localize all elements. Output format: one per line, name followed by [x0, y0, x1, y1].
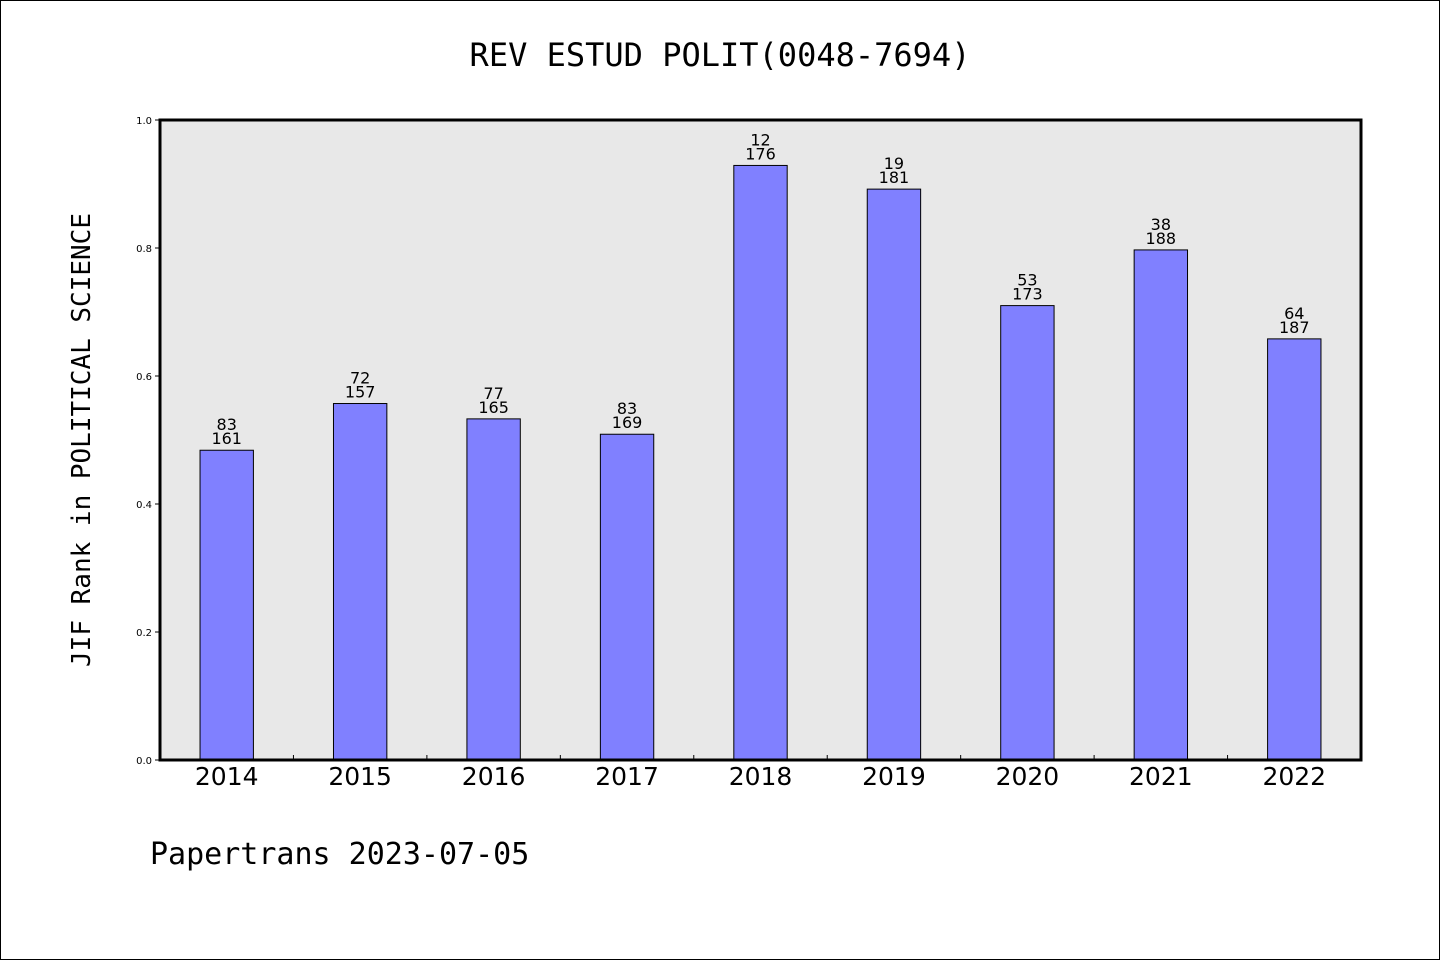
y-axis-label: JIF Rank in POLITICAL SCIENCE — [67, 213, 97, 667]
bar-2019 — [866, 188, 922, 761]
bar-rank-label-2015: 72 — [350, 369, 370, 388]
x-tick-label-2020: 2020 — [996, 762, 1060, 791]
bar-2017 — [599, 433, 655, 761]
bar-2014 — [199, 449, 254, 761]
bar-total-label-2019: 181 — [879, 168, 910, 187]
bar-2015 — [332, 403, 388, 761]
bar-2021 — [1133, 249, 1189, 761]
x-tick-label-2019: 2019 — [862, 762, 926, 791]
x-tick-label-2021: 2021 — [1129, 762, 1193, 791]
y-tick-label-3: 0.6 — [136, 372, 152, 383]
bar-rank-label-2018: 12 — [750, 130, 770, 149]
x-tick-label-2018: 2018 — [729, 762, 793, 791]
bar-total-label-2014: 161 — [211, 429, 242, 448]
bar-total-label-2022: 187 — [1279, 318, 1310, 337]
y-tick-label-1: 0.2 — [136, 628, 152, 639]
bar-rank-label-2021: 38 — [1151, 215, 1171, 234]
x-tick-label-2014: 2014 — [195, 762, 259, 791]
bar-rank-label-2014: 83 — [217, 415, 237, 434]
bar-total-label-2015: 157 — [345, 383, 376, 402]
x-tick-label-2015: 2015 — [328, 762, 392, 791]
y-tick-label-4: 0.8 — [136, 244, 152, 255]
bar-2016 — [466, 418, 521, 761]
bar-rank-label-2019: 19 — [884, 154, 904, 173]
bar-2020 — [1000, 305, 1055, 761]
footer-text: Papertrans 2023-07-05 — [150, 837, 529, 872]
bar-rank-label-2022: 64 — [1284, 304, 1304, 323]
y-tick-label-2: 0.4 — [136, 500, 152, 511]
bar-rank-label-2020: 53 — [1017, 271, 1037, 290]
x-tick-label-2017: 2017 — [595, 762, 659, 791]
bar-total-label-2016: 165 — [478, 398, 509, 417]
bar-total-label-2018: 176 — [745, 144, 776, 163]
bar-2018 — [733, 164, 788, 761]
plot-border — [158, 118, 1363, 762]
bar-total-label-2020: 173 — [1012, 285, 1043, 304]
bar-total-label-2021: 188 — [1146, 229, 1177, 248]
bar-total-label-2017: 169 — [612, 413, 643, 432]
x-tick-label-2016: 2016 — [462, 762, 526, 791]
x-tick-label-2022: 2022 — [1262, 762, 1326, 791]
axis-ticks: 2014 2015 2016 2017 2018 2019 2020 2021 2022 0.0 0… — [136, 116, 1326, 791]
bar-2022 — [1267, 338, 1322, 761]
y-tick-label-0: 0.0 — [136, 756, 152, 767]
bar-rank-label-2016: 77 — [483, 384, 503, 403]
y-tick-label-5: 1.0 — [136, 116, 152, 127]
chart-title: REV ESTUD POLIT(0048-7694) — [470, 36, 971, 74]
bar-rank-label-2017: 83 — [617, 399, 637, 418]
